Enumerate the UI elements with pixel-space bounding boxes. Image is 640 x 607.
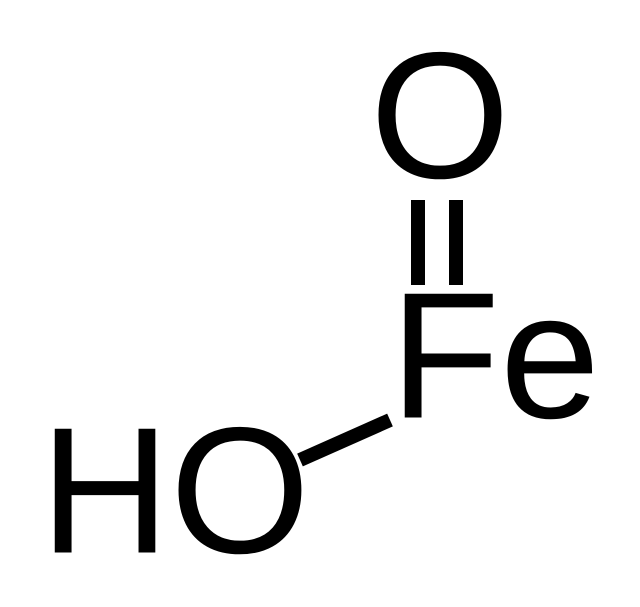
atom-ho: HO [40, 391, 310, 592]
bond-line [300, 420, 390, 460]
atom-fe: Fe [390, 256, 600, 457]
atom-o-top: O [370, 16, 510, 217]
molecule-diagram: O Fe HO [0, 0, 640, 607]
bond-single-fe-oh [300, 420, 390, 460]
